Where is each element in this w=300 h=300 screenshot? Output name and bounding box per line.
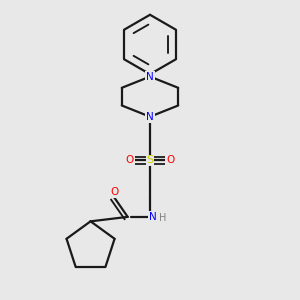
Text: N: N [146,72,154,82]
Text: S: S [146,155,154,165]
Text: O: O [126,155,134,165]
Text: H: H [159,213,166,224]
Text: N: N [149,212,157,222]
Text: O: O [166,155,174,165]
Text: O: O [110,187,118,197]
Text: N: N [146,112,154,122]
